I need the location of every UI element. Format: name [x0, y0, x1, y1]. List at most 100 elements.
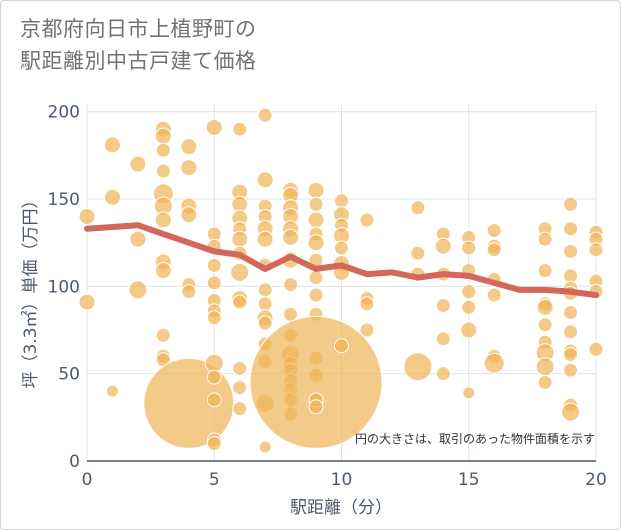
- y-tick-label-0: 0: [69, 452, 80, 472]
- data-point-45: [231, 230, 249, 248]
- data-point-119: [435, 331, 451, 347]
- y-tick-labels: 0 50 100 150 200: [48, 103, 80, 472]
- data-point-2: [103, 136, 121, 154]
- data-point-58: [256, 230, 274, 248]
- data-point-9: [154, 127, 172, 145]
- data-point-127: [462, 386, 476, 400]
- y-tick-label-100: 100: [48, 277, 80, 297]
- data-point-157: [561, 402, 581, 422]
- data-point-120: [435, 366, 451, 382]
- chart-title: 京都府向日市上植野町の 駅距離別中古戸建て価格: [20, 13, 257, 77]
- data-point-110: [359, 322, 375, 338]
- data-point-118: [435, 298, 451, 314]
- data-point-53: [257, 107, 273, 123]
- data-point-140: [537, 317, 553, 333]
- data-point-21: [180, 159, 198, 177]
- data-point-23: [180, 206, 198, 224]
- y-tick-label-150: 150: [48, 190, 80, 210]
- chart-title-line-2: 駅距離別中古戸建て価格: [20, 49, 257, 73]
- data-point-60: [257, 282, 273, 298]
- y-tick-label-50: 50: [58, 365, 80, 385]
- data-point-99: [334, 193, 349, 209]
- data-point-11: [155, 163, 171, 179]
- data-point-39: [206, 436, 222, 452]
- data-point-17: [155, 327, 171, 343]
- data-point-155: [563, 362, 579, 378]
- data-point-16: [154, 262, 172, 280]
- data-point-92: [308, 287, 324, 303]
- data-point-128: [486, 222, 502, 238]
- x-tick-labels: 0 5 10 15 20: [82, 470, 607, 490]
- y-tick-label-200: 200: [48, 103, 80, 123]
- data-point-144: [537, 374, 553, 390]
- data-point-112: [410, 245, 426, 261]
- data-point-124: [461, 284, 477, 300]
- data-point-111: [410, 200, 426, 216]
- data-point-134: [483, 352, 505, 374]
- data-point-130: [486, 242, 502, 258]
- data-point-36: [206, 369, 222, 385]
- data-point-67: [258, 440, 272, 454]
- data-point-3: [103, 188, 121, 206]
- data-point-20: [180, 138, 198, 156]
- data-point-126: [460, 321, 478, 339]
- data-point-10: [155, 142, 171, 158]
- chart-title-line-1: 京都府向日市上植野町の: [20, 17, 257, 41]
- data-point-163: [588, 341, 604, 357]
- data-point-34: [206, 310, 222, 326]
- data-point-154: [563, 346, 579, 362]
- data-point-51: [232, 380, 248, 396]
- data-point-106: [334, 338, 349, 354]
- data-point-96: [249, 315, 383, 449]
- data-point-27: [205, 118, 223, 136]
- data-point-35: [204, 353, 224, 373]
- data-point-125: [461, 299, 477, 315]
- data-point-114: [403, 352, 433, 382]
- data-point-89: [307, 234, 325, 252]
- data-point-132: [486, 287, 502, 303]
- data-point-139: [536, 298, 554, 316]
- data-point-25: [181, 284, 197, 300]
- data-point-6: [129, 230, 147, 248]
- data-point-50: [232, 360, 248, 376]
- data-point-107: [359, 212, 375, 228]
- data-point-136: [537, 231, 553, 247]
- data-point-73: [282, 228, 300, 246]
- data-point-152: [563, 324, 579, 340]
- size-note: 円の大きさは、取引のあった物件面積を示す: [355, 431, 595, 446]
- data-point-91: [308, 270, 324, 286]
- y-axis-title: 坪（3.3㎡）単価（万円）: [21, 191, 41, 388]
- data-point-122: [461, 240, 477, 256]
- x-tick-label-15: 15: [458, 470, 480, 490]
- data-point-40: [232, 121, 248, 137]
- data-points: [78, 107, 604, 454]
- data-point-86: [308, 196, 324, 212]
- data-point-75: [283, 277, 299, 293]
- data-point-109: [359, 296, 375, 312]
- data-point-147: [563, 243, 579, 259]
- data-point-145: [563, 196, 579, 212]
- data-point-7: [128, 280, 148, 300]
- x-tick-label-10: 10: [331, 470, 353, 490]
- data-point-49: [232, 294, 248, 310]
- x-tick-label-5: 5: [209, 470, 220, 490]
- data-point-143: [535, 357, 555, 377]
- data-point-54: [256, 171, 274, 189]
- data-point-47: [230, 262, 250, 282]
- data-point-160: [588, 242, 604, 258]
- x-axis-title: 駅距離（分）: [290, 498, 392, 518]
- data-point-37: [206, 392, 222, 408]
- data-point-52: [232, 401, 248, 417]
- data-point-137: [537, 263, 553, 279]
- data-point-31: [206, 275, 222, 291]
- data-point-30: [206, 257, 222, 273]
- data-point-103: [334, 240, 349, 256]
- data-point-116: [434, 237, 452, 255]
- data-point-0: [78, 208, 96, 226]
- data-point-1: [78, 293, 96, 311]
- data-point-85: [307, 181, 325, 199]
- data-point-87: [307, 211, 325, 229]
- x-tick-label-20: 20: [585, 470, 607, 490]
- data-point-146: [563, 221, 579, 237]
